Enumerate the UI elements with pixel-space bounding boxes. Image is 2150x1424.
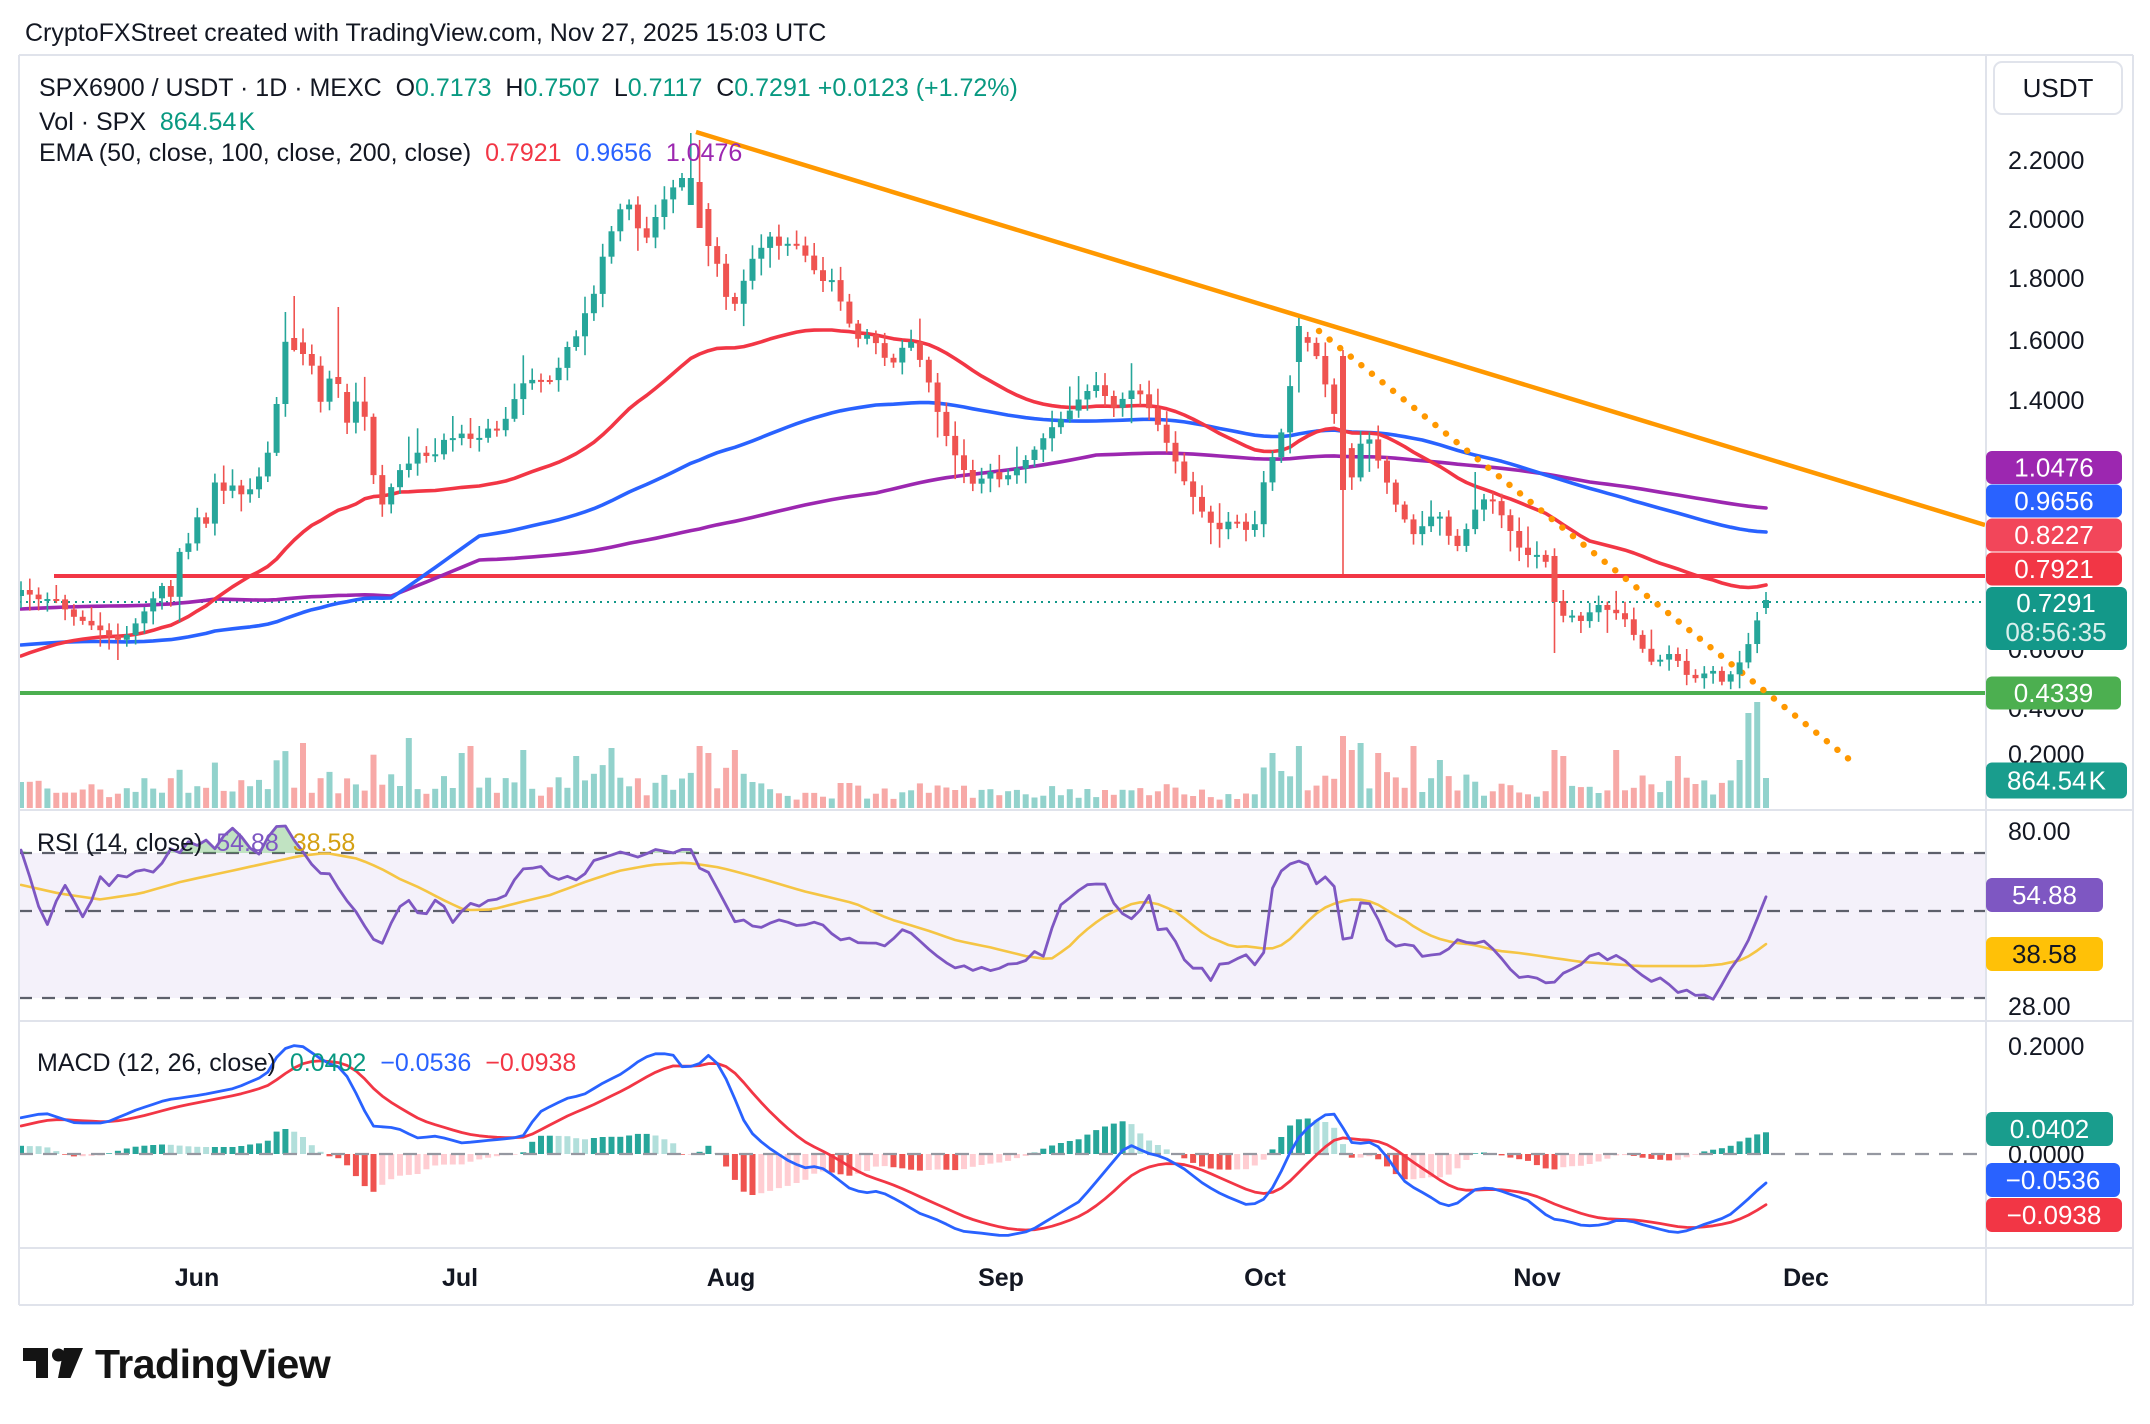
svg-text:Nov: Nov xyxy=(1513,1264,1560,1292)
svg-text:Jul: Jul xyxy=(442,1264,478,1292)
svg-text:0.9656: 0.9656 xyxy=(2014,486,2094,516)
svg-text:−0.0938: −0.0938 xyxy=(2007,1200,2102,1230)
svg-text:54.88: 54.88 xyxy=(2012,880,2077,910)
svg-text:−0.0536: −0.0536 xyxy=(2006,1165,2101,1195)
svg-text:2.2000: 2.2000 xyxy=(2008,147,2084,175)
svg-text:80.00: 80.00 xyxy=(2008,818,2071,846)
svg-text:Aug: Aug xyxy=(707,1264,756,1292)
svg-text:1.6000: 1.6000 xyxy=(2008,327,2084,355)
svg-text:CryptoFXStreet created with Tr: CryptoFXStreet created with TradingView.… xyxy=(25,19,826,47)
svg-text:0.8227: 0.8227 xyxy=(2014,520,2094,550)
svg-text:EMA (50, close, 100, close, 20: EMA (50, close, 100, close, 200, close) … xyxy=(39,139,742,167)
svg-text:2.0000: 2.0000 xyxy=(2008,206,2084,234)
svg-text:1.0476: 1.0476 xyxy=(2014,453,2094,483)
svg-text:MACD (12, 26, close) 0.0402: MACD (12, 26, close) 0.0402 −0.0536 −0.0… xyxy=(37,1049,576,1077)
svg-text:Dec: Dec xyxy=(1783,1264,1829,1292)
svg-text:Sep: Sep xyxy=(978,1264,1024,1292)
svg-text:USDT: USDT xyxy=(2023,73,2094,103)
svg-text:Oct: Oct xyxy=(1244,1264,1286,1292)
svg-text:Jun: Jun xyxy=(175,1264,219,1292)
svg-text:0.4339: 0.4339 xyxy=(2014,678,2094,708)
svg-text:0.0402: 0.0402 xyxy=(2010,1114,2090,1144)
svg-text:38.58: 38.58 xyxy=(2012,939,2077,969)
svg-text:28.00: 28.00 xyxy=(2008,993,2071,1021)
svg-text:1.4000: 1.4000 xyxy=(2008,387,2084,415)
svg-text:0.7921: 0.7921 xyxy=(2014,554,2094,584)
svg-text:864.54 K: 864.54 K xyxy=(2007,766,2107,796)
svg-text:Vol · SPX 864.54 K: Vol · SPX 864.54 K xyxy=(39,108,255,136)
svg-text:1.8000: 1.8000 xyxy=(2008,265,2084,293)
svg-text:0.2000: 0.2000 xyxy=(2008,1033,2084,1061)
svg-text:0.7291: 0.7291 xyxy=(2016,588,2096,618)
svg-text:SPX6900 / USDT · 1D · MEXC O0: SPX6900 / USDT · 1D · MEXC O0.7173 H0.75… xyxy=(39,74,1018,102)
svg-text:TradingView: TradingView xyxy=(95,1341,331,1387)
svg-text:08:56:35: 08:56:35 xyxy=(2005,617,2106,647)
svg-text:RSI (14, close) 54.88 38.58: RSI (14, close) 54.88 38.58 xyxy=(37,829,355,857)
